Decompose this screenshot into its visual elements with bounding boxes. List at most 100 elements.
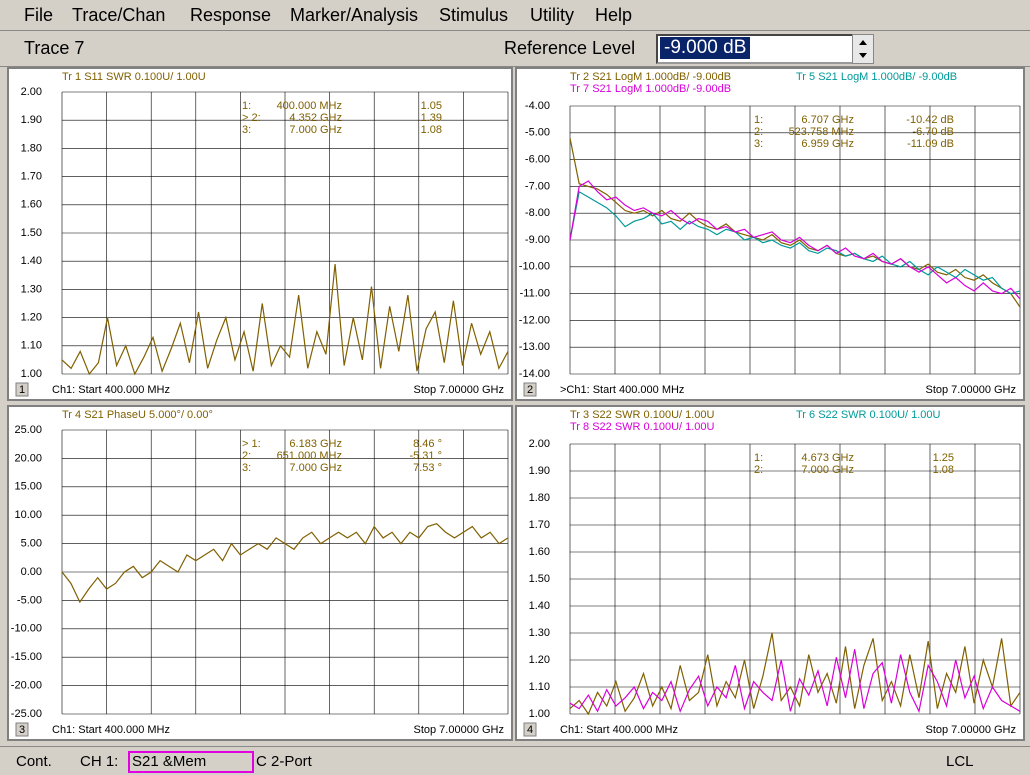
marker-readout: 8.46 °	[413, 438, 442, 450]
y-tick-label: -6.00	[525, 154, 550, 166]
y-tick-label: 25.00	[14, 424, 42, 436]
y-tick-label: 1.90	[21, 114, 42, 126]
window-number: 2	[527, 384, 533, 396]
y-tick-label: 1.60	[529, 546, 550, 558]
menu-item[interactable]: Response	[190, 5, 272, 25]
spinner-arrows[interactable]	[853, 35, 873, 63]
marker-readout: 7.000 GHz	[289, 124, 342, 136]
marker-readout: > 1:	[242, 438, 261, 450]
trace	[569, 138, 1021, 308]
marker-readout: 4.673 GHz	[801, 452, 854, 464]
y-tick-label: 1.70	[21, 171, 42, 183]
y-tick-label: 1.20	[529, 654, 550, 666]
y-tick-label: -7.00	[525, 180, 550, 192]
y-tick-label: -10.00	[519, 261, 550, 273]
window-number-box	[523, 722, 537, 737]
window-number-box	[523, 382, 537, 397]
window-frame	[515, 67, 1025, 401]
window-frame	[7, 405, 513, 741]
marker-readout: 3:	[754, 138, 763, 150]
marker-readout: 1.08	[421, 124, 442, 136]
y-tick-label: -14.00	[519, 368, 550, 380]
marker-readout: -6.70 dB	[912, 126, 954, 138]
marker-readout: 1:	[242, 100, 251, 112]
stop-frequency: Stop 7.00000 GHz	[925, 724, 1016, 736]
trace-label: Tr 4 S21 PhaseU 5.000°/ 0.00°	[62, 409, 213, 421]
menu-item[interactable]: Trace/Chan	[72, 5, 166, 25]
y-tick-label: 15.00	[14, 481, 42, 493]
marker-readout: 6.707 GHz	[801, 114, 854, 126]
marker-readout: -10.42 dB	[906, 114, 954, 126]
channel: CH 1:	[80, 753, 119, 770]
marker-readout: 3:	[242, 124, 251, 136]
y-tick-label: 1.40	[529, 600, 550, 612]
marker-readout: 6.183 GHz	[289, 438, 342, 450]
y-tick-label: 1.10	[21, 340, 42, 352]
y-tick-label: 1.00	[21, 368, 42, 380]
marker-readout: 1:	[754, 452, 763, 464]
marker-readout: -5.31 °	[409, 450, 442, 462]
y-tick-label: 1.80	[21, 142, 42, 154]
y-tick-label: -5.00	[17, 594, 42, 606]
spinner[interactable]	[852, 34, 874, 64]
window-number: 1	[19, 384, 25, 396]
y-tick-label: 1.80	[529, 492, 550, 504]
measurement[interactable]: S21 &Mem	[128, 751, 254, 773]
trace-label: Tr 1 S11 SWR 0.100U/ 1.00U	[62, 71, 206, 83]
trace-label: Tr 6 S22 SWR 0.100U/ 1.00U	[796, 409, 941, 421]
calibration: C 2-Port	[256, 753, 312, 770]
menu-item[interactable]: Utility	[530, 5, 574, 25]
y-tick-label: -4.00	[525, 100, 550, 112]
y-tick-label: -20.00	[11, 680, 42, 692]
marker-readout: 7.000 GHz	[801, 464, 854, 476]
marker-readout: 6.959 GHz	[801, 138, 854, 150]
y-tick-label: 2.00	[21, 86, 42, 98]
y-tick-label: 20.00	[14, 452, 42, 464]
y-tick-label: 1.30	[21, 283, 42, 295]
reference-level-input[interactable]: -9.000 dB	[656, 34, 854, 64]
menu-item[interactable]: Help	[595, 5, 633, 25]
marker-readout: 1.39	[421, 112, 442, 124]
field-label: Reference Level	[504, 38, 636, 58]
marker-readout: 523.758 MHz	[789, 126, 854, 138]
y-tick-label: 1.20	[21, 312, 42, 324]
y-tick-label: -9.00	[525, 234, 550, 246]
sweep-mode: Cont.	[16, 753, 52, 770]
marker-readout: 2:	[754, 126, 763, 138]
window-number-box	[15, 722, 29, 737]
marker-readout: 7.53 °	[413, 462, 442, 474]
y-tick-label: 1.50	[529, 573, 550, 585]
y-tick-label: 0.00	[21, 566, 42, 578]
start-frequency: Ch1: Start 400.000 MHz	[52, 724, 170, 736]
y-tick-label: -8.00	[525, 207, 550, 219]
y-tick-label: -11.00	[520, 288, 550, 300]
trace-label: Tr 2 S21 LogM 1.000dB/ -9.00dB	[570, 71, 731, 83]
start-frequency: >Ch1: Start 400.000 MHz	[560, 384, 684, 396]
marker-readout: 400.000 MHz	[277, 100, 342, 112]
trace	[569, 190, 1021, 295]
y-tick-label: 1.30	[529, 627, 550, 639]
status-bar: Cont. CH 1: S21 &Mem C 2-Port LCL	[0, 746, 1030, 775]
window-number-box	[15, 382, 29, 397]
trace-label: Tr 3 S22 SWR 0.100U/ 1.00U	[570, 409, 715, 421]
marker-readout: 2:	[242, 450, 251, 462]
stop-frequency: Stop 7.00000 GHz	[413, 724, 504, 736]
y-tick-label: 5.00	[21, 538, 42, 550]
trace	[569, 649, 1021, 714]
trace-label: Tr 8 S22 SWR 0.100U/ 1.00U	[570, 421, 715, 433]
y-tick-label: -12.00	[519, 314, 550, 326]
marker-readout: 1.25	[933, 452, 954, 464]
toolbar: Trace 7 Reference Level -9.000 dB	[0, 31, 1030, 67]
y-tick-label: -5.00	[525, 127, 550, 139]
window-number: 4	[527, 724, 533, 736]
menu-bar: File Trace/Chan Response Marker/Analysis Sti…	[0, 0, 1030, 31]
menu-item[interactable]: File	[24, 5, 54, 25]
marker-readout: -11.09 dB	[907, 138, 954, 150]
menu-item[interactable]: Stimulus	[439, 5, 509, 25]
marker-readout: 2:	[754, 464, 763, 476]
y-tick-label: 2.00	[529, 438, 550, 450]
marker-readout: 1.05	[421, 100, 442, 112]
menu-item[interactable]: Marker/Analysis	[290, 5, 419, 25]
input-value[interactable]: -9.000 dB	[660, 37, 751, 59]
